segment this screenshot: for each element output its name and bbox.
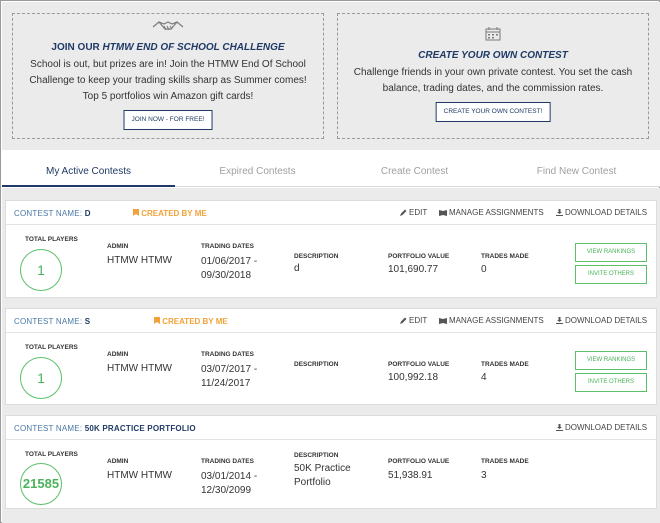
total-players-circle: 21585 bbox=[20, 463, 62, 505]
tab-expired-contests[interactable]: Expired Contests bbox=[219, 166, 296, 177]
promo-area: JOIN OUR HTMW END OF SCHOOL CHALLENGE Sc… bbox=[2, 2, 660, 150]
admin-label: ADMIN bbox=[107, 243, 129, 250]
description-value-cont: Portfolio bbox=[294, 477, 331, 488]
admin-label: ADMIN bbox=[107, 351, 129, 358]
download-icon bbox=[556, 424, 563, 431]
portfolio-value: 100,992.18 bbox=[388, 372, 439, 383]
contest-header: CONTEST NAME: D CREATED BY ME EDIT MANAG… bbox=[6, 201, 656, 225]
calendar-icon bbox=[485, 27, 501, 46]
total-players-label: TOTAL PLAYERS bbox=[25, 236, 78, 243]
trading-dates-start: 03/01/2014 - bbox=[201, 471, 258, 482]
description-value: 50K Practice bbox=[294, 463, 351, 474]
download-icon bbox=[556, 209, 563, 216]
edit-link[interactable]: EDIT bbox=[400, 208, 427, 217]
trading-dates-end: 09/30/2018 bbox=[201, 270, 252, 281]
contest-name: CONTEST NAME: D bbox=[14, 209, 91, 218]
contest-tabs: My Active Contests Expired Contests Crea… bbox=[2, 150, 660, 187]
trading-dates-label: TRADING DATES bbox=[201, 351, 254, 358]
join-now-button[interactable]: JOIN NOW - FOR FREE! bbox=[123, 110, 213, 130]
created-by-me-badge: CREATED BY ME bbox=[154, 317, 228, 326]
download-details-link[interactable]: DOWNLOAD DETAILS bbox=[556, 208, 647, 217]
portfolio-value: 101,690.77 bbox=[388, 264, 439, 275]
portfolio-value-label: PORTFOLIO VALUE bbox=[388, 458, 450, 465]
description-label: DESCRIPTION bbox=[294, 361, 339, 368]
promo-body: School is out, but prizes are in! Join t… bbox=[29, 59, 307, 102]
total-players-circle: 1 bbox=[20, 357, 62, 399]
download-icon bbox=[556, 317, 563, 324]
contest-card: CONTEST NAME: S CREATED BY ME EDIT MANAG… bbox=[5, 308, 657, 405]
download-details-link[interactable]: DOWNLOAD DETAILS bbox=[556, 423, 647, 432]
contest-name: CONTEST NAME: 50K PRACTICE PORTFOLIO bbox=[14, 424, 196, 433]
trades-made-label: TRADES MADE bbox=[481, 458, 529, 465]
pencil-icon bbox=[400, 209, 407, 216]
total-players-label: TOTAL PLAYERS bbox=[25, 344, 78, 351]
trades-made-value: 0 bbox=[481, 264, 487, 275]
total-players-label: TOTAL PLAYERS bbox=[25, 451, 78, 458]
manage-assignments-link[interactable]: MANAGE ASSIGNMENTS bbox=[439, 208, 544, 217]
edit-link[interactable]: EDIT bbox=[400, 316, 427, 325]
admin-value: HTMW HTMW bbox=[107, 470, 172, 481]
tab-create-contest[interactable]: Create Contest bbox=[380, 166, 449, 177]
trading-dates-end: 11/24/2017 bbox=[201, 378, 251, 389]
handshake-icon bbox=[151, 18, 185, 39]
download-details-link[interactable]: DOWNLOAD DETAILS bbox=[556, 316, 647, 325]
promo-card-end-of-school: JOIN OUR HTMW END OF SCHOOL CHALLENGE Sc… bbox=[12, 13, 324, 139]
admin-value: HTMW HTMW bbox=[107, 255, 172, 266]
admin-value: HTMW HTMW bbox=[107, 363, 172, 374]
view-rankings-button[interactable]: VIEW RANKINGS bbox=[575, 243, 647, 262]
book-icon bbox=[439, 318, 447, 324]
invite-others-button[interactable]: INVITE OTHERS bbox=[575, 373, 647, 392]
trading-dates-start: 03/07/2017 - bbox=[201, 364, 258, 375]
contest-header: CONTEST NAME: 50K PRACTICE PORTFOLIO DOW… bbox=[6, 416, 656, 440]
manage-assignments-link[interactable]: MANAGE ASSIGNMENTS bbox=[439, 316, 544, 325]
description-value: d bbox=[294, 263, 300, 274]
trading-dates-label: TRADING DATES bbox=[201, 243, 254, 250]
contest-card: CONTEST NAME: D CREATED BY ME EDIT MANAG… bbox=[5, 200, 657, 298]
pencil-icon bbox=[400, 317, 407, 324]
description-label: DESCRIPTION bbox=[294, 253, 339, 260]
promo-title: CREATE YOUR OWN CONTEST bbox=[418, 50, 568, 61]
book-icon bbox=[439, 210, 447, 216]
promo-body: Challenge friends in your own private co… bbox=[353, 67, 633, 94]
trading-dates-label: TRADING DATES bbox=[201, 458, 254, 465]
promo-title: JOIN OUR HTMW END OF SCHOOL CHALLENGE bbox=[51, 42, 285, 53]
create-contest-button[interactable]: CREATE YOUR OWN CONTEST! bbox=[435, 102, 551, 122]
trades-made-label: TRADES MADE bbox=[481, 253, 529, 260]
contest-name: CONTEST NAME: S bbox=[14, 317, 91, 326]
description-label: DESCRIPTION bbox=[294, 452, 339, 459]
bookmark-icon bbox=[154, 317, 160, 324]
trading-dates-start: 01/06/2017 - bbox=[201, 256, 258, 267]
invite-others-button[interactable]: INVITE OTHERS bbox=[575, 265, 647, 284]
trades-made-label: TRADES MADE bbox=[481, 361, 529, 368]
contest-header: CONTEST NAME: S CREATED BY ME EDIT MANAG… bbox=[6, 309, 656, 333]
trading-dates-end: 12/30/2099 bbox=[201, 485, 252, 496]
portfolio-value-label: PORTFOLIO VALUE bbox=[388, 253, 450, 260]
tab-find-new-contest[interactable]: Find New Contest bbox=[536, 166, 617, 177]
portfolio-value-label: PORTFOLIO VALUE bbox=[388, 361, 450, 368]
total-players-circle: 1 bbox=[20, 249, 62, 291]
view-rankings-button[interactable]: VIEW RANKINGS bbox=[575, 351, 647, 370]
tab-my-active-contests[interactable]: My Active Contests bbox=[2, 150, 175, 187]
contest-card: CONTEST NAME: 50K PRACTICE PORTFOLIO DOW… bbox=[5, 415, 657, 509]
portfolio-value: 51,938.91 bbox=[388, 470, 433, 481]
bookmark-icon bbox=[133, 209, 139, 216]
trades-made-value: 4 bbox=[481, 372, 487, 383]
promo-card-create-contest: CREATE YOUR OWN CONTEST Challenge friend… bbox=[337, 13, 649, 139]
admin-label: ADMIN bbox=[107, 458, 129, 465]
contest-list: CONTEST NAME: D CREATED BY ME EDIT MANAG… bbox=[2, 188, 660, 523]
trades-made-value: 3 bbox=[481, 470, 487, 481]
created-by-me-badge: CREATED BY ME bbox=[133, 209, 207, 218]
